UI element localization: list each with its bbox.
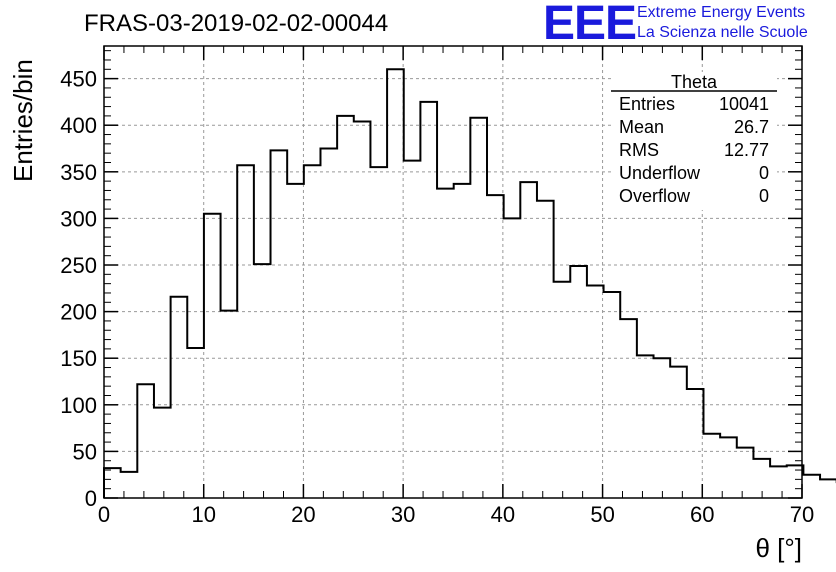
- stats-value: 0: [759, 163, 769, 183]
- x-axis-label: θ [°]: [755, 533, 802, 563]
- stats-value: 0: [759, 186, 769, 206]
- x-tick-label: 40: [491, 502, 515, 527]
- stats-label: RMS: [619, 140, 659, 160]
- run-title: FRAS-03-2019-02-02-00044: [84, 10, 389, 37]
- x-tick-label: 10: [191, 502, 215, 527]
- stats-value: 10041: [719, 94, 769, 114]
- y-tick-label: 150: [60, 346, 97, 371]
- y-tick-label: 350: [60, 160, 97, 185]
- y-tick-label: 400: [60, 113, 97, 138]
- stats-value: 12.77: [724, 140, 769, 160]
- eee-logo: EEE: [543, 0, 637, 50]
- y-tick-label: 0: [85, 486, 97, 511]
- x-tick-label: 30: [391, 502, 415, 527]
- y-tick-label: 300: [60, 206, 97, 231]
- plot-frame: [103, 45, 803, 499]
- logo-subtitle-1: Extreme Energy Events: [637, 4, 806, 21]
- stats-label: Overflow: [619, 186, 691, 206]
- x-tick-labels: 0 10 20 30 40 50 60 70: [98, 502, 814, 527]
- y-tick-label: 450: [60, 67, 97, 92]
- x-tick-label: 60: [690, 502, 714, 527]
- x-tick-label: 0: [98, 502, 110, 527]
- x-tick-label: 50: [590, 502, 614, 527]
- x-tick-label: 70: [790, 502, 814, 527]
- x-tick-label: 20: [291, 502, 315, 527]
- y-tick-labels: 0 50 100 150 200 250 300 350 400 450: [60, 67, 97, 511]
- logo-subtitle-2: La Scienza nelle Scuole: [637, 24, 808, 41]
- y-axis-label: Entries/bin: [8, 59, 38, 182]
- histogram-line: [103, 68, 836, 498]
- axis-ticks: [103, 46, 803, 499]
- stats-value: 26.7: [734, 117, 769, 137]
- y-tick-label: 50: [73, 439, 97, 464]
- stats-label: Entries: [619, 94, 675, 114]
- stats-label: Mean: [619, 117, 664, 137]
- y-tick-label: 200: [60, 300, 97, 325]
- y-tick-label: 100: [60, 393, 97, 418]
- stats-label: Underflow: [619, 163, 701, 183]
- stats-box-title: Theta: [671, 72, 718, 92]
- y-tick-label: 250: [60, 253, 97, 278]
- stats-box: Theta Entries 10041 Mean 26.7 RMS 12.77 Underf…: [611, 72, 777, 210]
